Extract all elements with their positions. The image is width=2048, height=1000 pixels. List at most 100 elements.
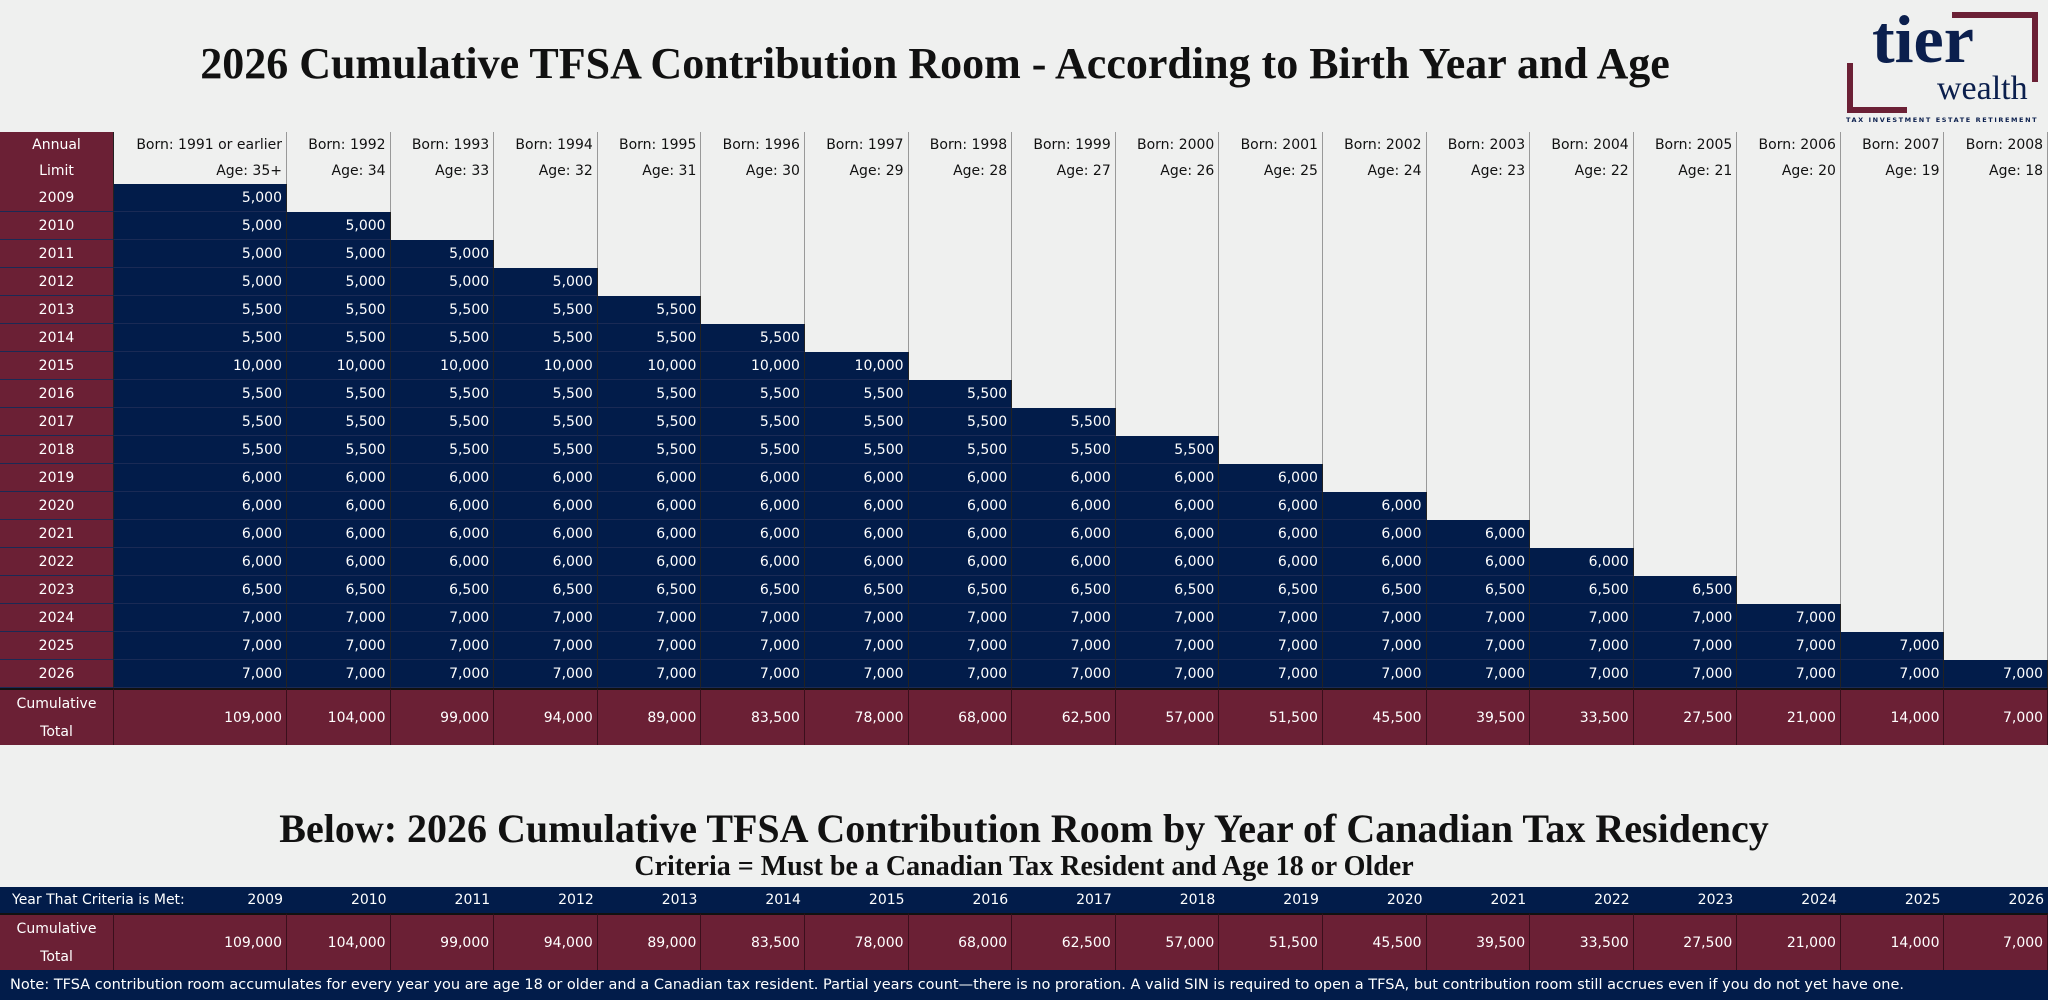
limit-cell: 7,000 bbox=[1530, 632, 1634, 660]
year-row: 2017 5,500 5,500 5,500 5,500 5,500 5,500 5,500 5… bbox=[0, 408, 2048, 436]
limit-cell: 7,000 bbox=[1012, 604, 1116, 632]
empty-cell bbox=[1115, 212, 1220, 240]
limit-cell: 5,500 bbox=[804, 380, 909, 408]
cumulative-total-cell: 45,500 bbox=[1322, 688, 1427, 745]
criteria-year: 2023 bbox=[1633, 887, 1738, 913]
row-year: 2023 bbox=[0, 576, 114, 604]
criteria-year: 2021 bbox=[1426, 887, 1531, 913]
empty-cell bbox=[1840, 548, 1945, 576]
year-row: 2026 7,000 7,000 7,000 7,000 7,000 7,000 7,000 7… bbox=[0, 660, 2048, 688]
empty-cell bbox=[1737, 268, 1841, 296]
header-row: Limit Age: 35+ Age: 34 Age: 33 Age: 32 Age: 3… bbox=[0, 158, 2048, 184]
column-header-born: Born: 1991 or earlier bbox=[114, 132, 287, 158]
row-year: 2018 bbox=[0, 436, 114, 464]
limit-cell: 7,000 bbox=[1115, 604, 1220, 632]
limit-cell: 7,000 bbox=[804, 604, 909, 632]
empty-cell bbox=[1426, 436, 1531, 464]
empty-cell bbox=[1737, 324, 1841, 352]
empty-cell bbox=[1633, 184, 1738, 212]
empty-cell bbox=[1737, 436, 1841, 464]
column-header-born: Born: 1995 bbox=[597, 132, 702, 158]
limit-cell: 6,000 bbox=[286, 492, 391, 520]
limit-cell: 6,000 bbox=[804, 464, 909, 492]
limit-cell: 5,500 bbox=[701, 380, 805, 408]
limit-cell: 7,000 bbox=[908, 632, 1013, 660]
empty-cell bbox=[1012, 380, 1116, 408]
empty-cell bbox=[1530, 296, 1634, 324]
empty-cell bbox=[1633, 520, 1738, 548]
criteria-year: 2013 bbox=[597, 887, 702, 913]
limit-cell: 6,500 bbox=[1115, 576, 1220, 604]
column-header-born: Born: 2002 bbox=[1322, 132, 1427, 158]
empty-cell bbox=[1219, 324, 1323, 352]
cumulative-total-row: Cumulative Total 109,000 104,000 99,000 94,00… bbox=[0, 688, 2048, 745]
empty-cell bbox=[1115, 324, 1220, 352]
criteria-year-label: Year That Criteria is Met: bbox=[0, 887, 218, 913]
limit-cell: 5,500 bbox=[494, 296, 598, 324]
column-header-born: Born: 1997 bbox=[804, 132, 909, 158]
empty-cell bbox=[1219, 352, 1323, 380]
limit-cell: 5,500 bbox=[908, 380, 1013, 408]
limit-cell: 5,500 bbox=[390, 380, 495, 408]
criteria-year: 2012 bbox=[494, 887, 598, 913]
cumulative-total-cell: 51,500 bbox=[1219, 913, 1323, 970]
limit-cell: 5,500 bbox=[390, 296, 495, 324]
empty-cell bbox=[1219, 240, 1323, 268]
empty-cell bbox=[1944, 184, 2048, 212]
criteria-year: 2019 bbox=[1219, 887, 1323, 913]
limit-cell: 7,000 bbox=[1840, 632, 1945, 660]
limit-cell: 7,000 bbox=[1633, 660, 1738, 688]
column-header-born: Born: 1999 bbox=[1012, 132, 1116, 158]
column-header-born: Born: 2004 bbox=[1530, 132, 1634, 158]
empty-cell bbox=[701, 296, 805, 324]
limit-cell: 6,500 bbox=[701, 576, 805, 604]
limit-cell: 6,500 bbox=[908, 576, 1013, 604]
limit-cell: 5,500 bbox=[1115, 436, 1220, 464]
criteria-year: 2025 bbox=[1840, 887, 1945, 913]
label-line: Cumulative bbox=[16, 695, 97, 712]
limit-cell: 5,500 bbox=[114, 436, 287, 464]
logo-word-tier: tier bbox=[1872, 1, 1974, 77]
cumulative-total-cell: 14,000 bbox=[1840, 913, 1945, 970]
column-header-age: Age: 32 bbox=[494, 158, 598, 184]
limit-cell: 7,000 bbox=[1426, 632, 1531, 660]
column-header-born: Born: 2005 bbox=[1633, 132, 1738, 158]
empty-cell bbox=[1944, 576, 2048, 604]
limit-cell: 7,000 bbox=[114, 660, 287, 688]
column-header-age: Age: 18 bbox=[1944, 158, 2048, 184]
empty-cell bbox=[494, 212, 598, 240]
empty-cell bbox=[1944, 268, 2048, 296]
limit-cell: 7,000 bbox=[390, 604, 495, 632]
empty-cell bbox=[1944, 212, 2048, 240]
limit-cell: 7,000 bbox=[114, 632, 287, 660]
cumulative-total-cell: 62,500 bbox=[1012, 688, 1116, 745]
limit-cell: 7,000 bbox=[1944, 660, 2048, 688]
empty-cell bbox=[1115, 380, 1220, 408]
limit-cell: 5,500 bbox=[286, 324, 391, 352]
limit-cell: 6,000 bbox=[1322, 548, 1427, 576]
cumulative-total-cell: 104,000 bbox=[286, 913, 391, 970]
limit-cell: 5,500 bbox=[286, 296, 391, 324]
logo-tagline: TAX INVESTMENT ESTATE RETIREMENT bbox=[1846, 116, 2039, 124]
limit-cell: 6,000 bbox=[1219, 520, 1323, 548]
limit-cell: 6,000 bbox=[286, 520, 391, 548]
empty-cell bbox=[1426, 268, 1531, 296]
limit-cell: 6,000 bbox=[1115, 520, 1220, 548]
empty-cell bbox=[1530, 212, 1634, 240]
empty-cell bbox=[1840, 380, 1945, 408]
empty-cell bbox=[1944, 464, 2048, 492]
empty-cell bbox=[1633, 352, 1738, 380]
limit-cell: 5,500 bbox=[597, 380, 702, 408]
column-header-age: Age: 26 bbox=[1115, 158, 1220, 184]
column-header-age: Age: 30 bbox=[701, 158, 805, 184]
year-row: 2016 5,500 5,500 5,500 5,500 5,500 5,500 5,500 5… bbox=[0, 380, 2048, 408]
column-header-born: Born: 2001 bbox=[1219, 132, 1323, 158]
limit-cell: 6,000 bbox=[114, 520, 287, 548]
limit-cell: 7,000 bbox=[701, 660, 805, 688]
cumulative-total-cell: 83,500 bbox=[701, 688, 805, 745]
limit-cell: 7,000 bbox=[1322, 632, 1427, 660]
cumulative-total-cell: 57,000 bbox=[1115, 913, 1220, 970]
limit-cell: 6,000 bbox=[390, 520, 495, 548]
limit-cell: 6,000 bbox=[1012, 520, 1116, 548]
empty-cell bbox=[1012, 240, 1116, 268]
